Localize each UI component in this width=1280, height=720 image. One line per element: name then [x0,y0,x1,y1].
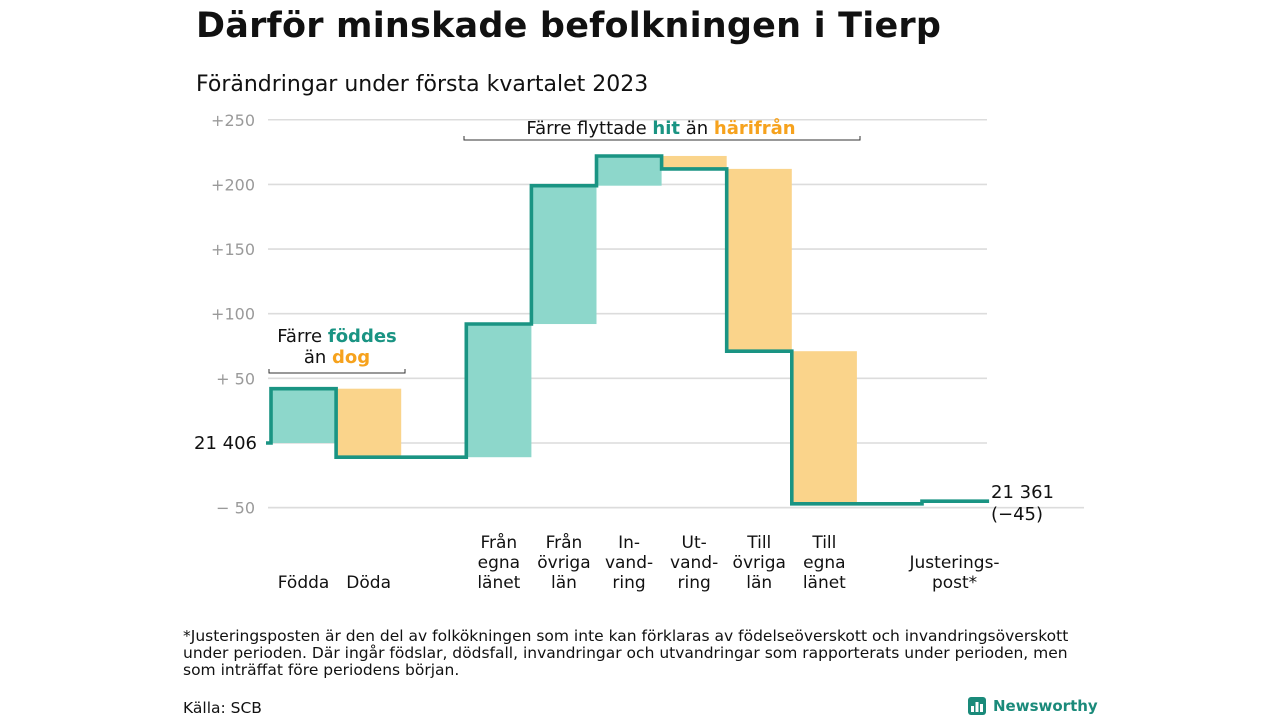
source-note: Källa: SCB [183,699,262,717]
category-label: post* [932,573,977,593]
category-label: egna [803,553,845,573]
annotation-part: härifrån [714,117,796,139]
y-tick-label: + 50 [216,369,255,388]
y-tick-label: +100 [211,305,255,324]
annotation-part: hit [652,118,680,139]
waterfall-bar [466,324,532,458]
annotation-part: än [680,118,714,139]
footnote: *Justeringsposten är den del av folkökni… [183,627,1069,679]
end-change-label: (−45) [991,504,1043,525]
category-label: Från [480,532,517,553]
end-value-label: 21 361 [991,482,1054,503]
annotation-migration: Färre flyttade hit än härifrån [526,117,795,139]
annotation-part: än [304,347,332,368]
category-label: Till [811,533,836,553]
annotation-part: Färre flyttade [526,118,652,139]
annotation-part: dog [332,347,370,368]
waterfall-bar [791,351,857,504]
category-label: Döda [346,573,391,593]
category-label: län [551,573,577,593]
category-label: Födda [278,573,330,593]
chart-title: Därför minskade befolkningen i Tierp [196,6,942,46]
brand-logo: Newsworthy [968,697,1098,715]
waterfall-bar [596,155,662,186]
annotation-migration-bracket [463,136,861,141]
start-value-label: 21 406 [194,433,257,454]
category-label: In- [618,533,640,553]
category-label: Från [546,532,583,553]
y-tick-label: +150 [211,240,255,259]
y-tick-label: − 50 [216,499,255,518]
category-label: Justerings- [909,553,1000,573]
category-label: vand- [670,553,718,573]
annotation-births-bracket [268,369,406,374]
level-line [266,154,990,506]
category-label: övriga [537,553,590,573]
brand-name: Newsworthy [993,697,1098,715]
category-label: ring [678,573,711,593]
step-line [266,154,990,506]
y-tick-label: +250 [211,111,255,130]
category-label: Ut- [682,533,707,553]
newsworthy-icon [968,697,986,715]
annotation-births-line2: än dog [304,347,370,368]
waterfall-bar [336,388,402,458]
category-label: övriga [733,553,786,573]
y-tick-label: +200 [211,175,255,194]
category-label: länet [477,573,520,593]
chart-subtitle: Förändringar under första kvartalet 2023 [196,72,649,97]
category-label: länet [803,573,846,593]
category-label: ring [612,573,645,593]
waterfall-bar [531,185,597,325]
category-label: län [746,573,772,593]
waterfall-bar [271,388,337,443]
category-label: vand- [605,553,653,573]
annotation-part: föddes [328,326,397,347]
waterfall-bar [661,155,727,169]
category-label: Till [746,533,771,553]
category-label: egna [478,553,520,573]
bars [271,155,857,504]
waterfall-bar [726,168,792,352]
annotation-part: Färre [277,326,328,347]
annotation-births-line1: Färre föddes [277,326,397,347]
